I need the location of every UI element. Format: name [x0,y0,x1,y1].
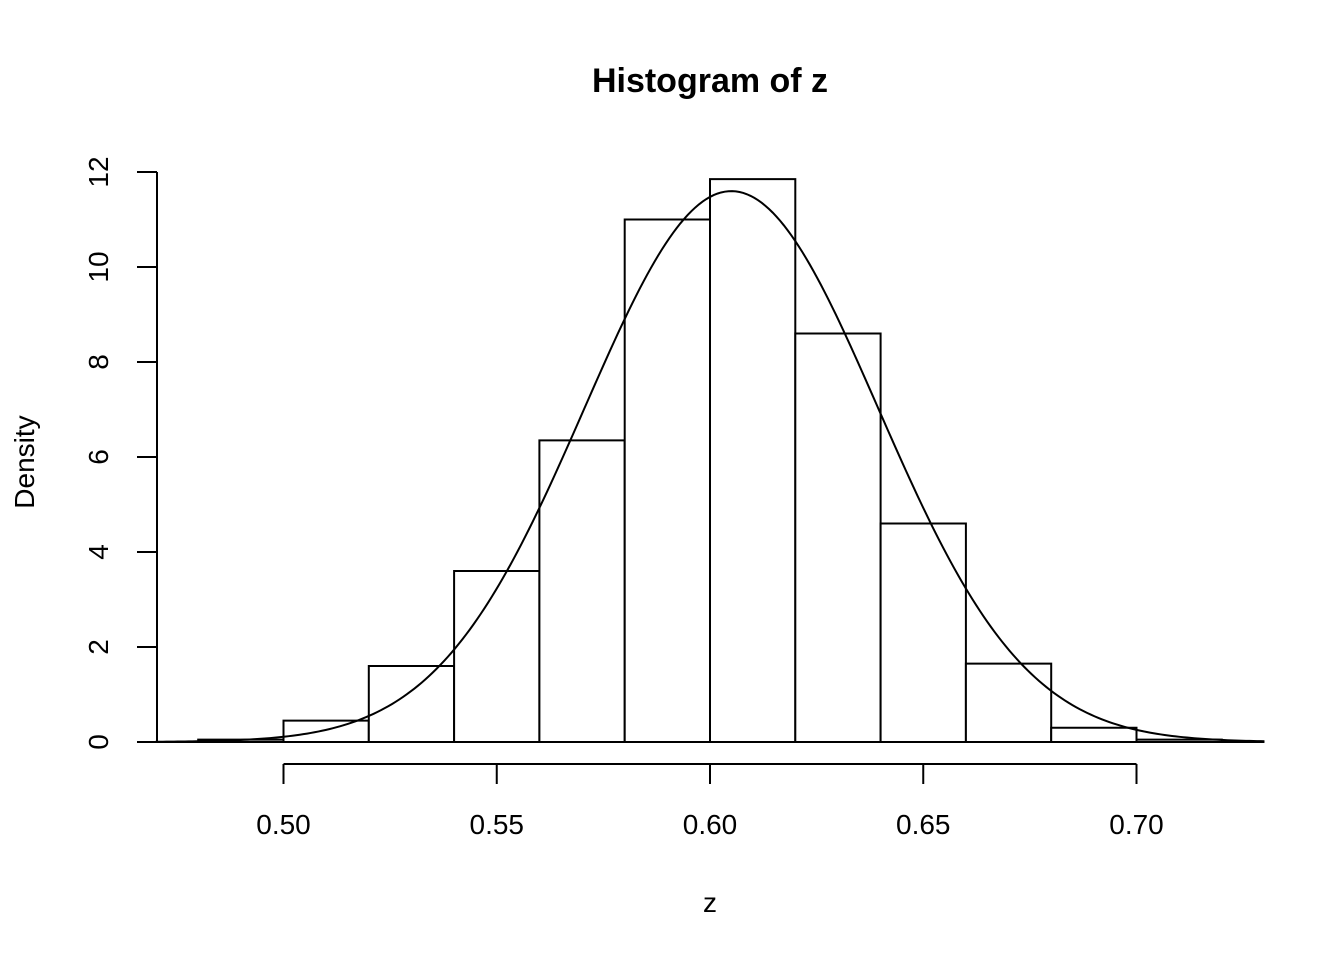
histogram-bar-10 [1050,726,1138,743]
y-axis: 0 2 4 6 8 10 12 [83,156,158,750]
y-tick-label-5: 10 [83,251,114,282]
histogram-bar-1 [282,719,370,743]
x-axis: 0.50 0.55 0.60 0.65 0.70 [256,763,1164,840]
x-axis-label: z [703,887,717,918]
bars-group [197,178,1223,743]
histogram-bar-8 [879,522,967,743]
x-tick-label-1: 0.55 [470,809,525,840]
x-tick-label-4: 0.70 [1109,809,1164,840]
histogram-bar-5 [623,218,712,743]
histogram-bar-7 [794,332,882,743]
y-tick-label-1: 2 [83,639,114,655]
y-tick-label-6: 12 [83,156,114,187]
y-axis-label: Density [9,415,40,508]
density-curve [155,190,1265,743]
y-tick-label-2: 4 [83,544,114,560]
histogram-bar-9 [964,662,1053,743]
histogram-bar-6 [709,178,797,743]
y-tick-label-4: 8 [83,354,114,370]
histogram-bar-4 [538,439,626,743]
y-tick-label-3: 6 [83,449,114,465]
x-tick-label-0: 0.50 [256,809,311,840]
y-tick-label-0: 0 [83,734,114,750]
histogram-bar-2 [367,665,456,743]
x-tick-label-3: 0.65 [896,809,951,840]
histogram-bar-3 [453,570,541,743]
chart-title: Histogram of z [592,62,828,100]
x-tick-label-2: 0.60 [683,809,738,840]
